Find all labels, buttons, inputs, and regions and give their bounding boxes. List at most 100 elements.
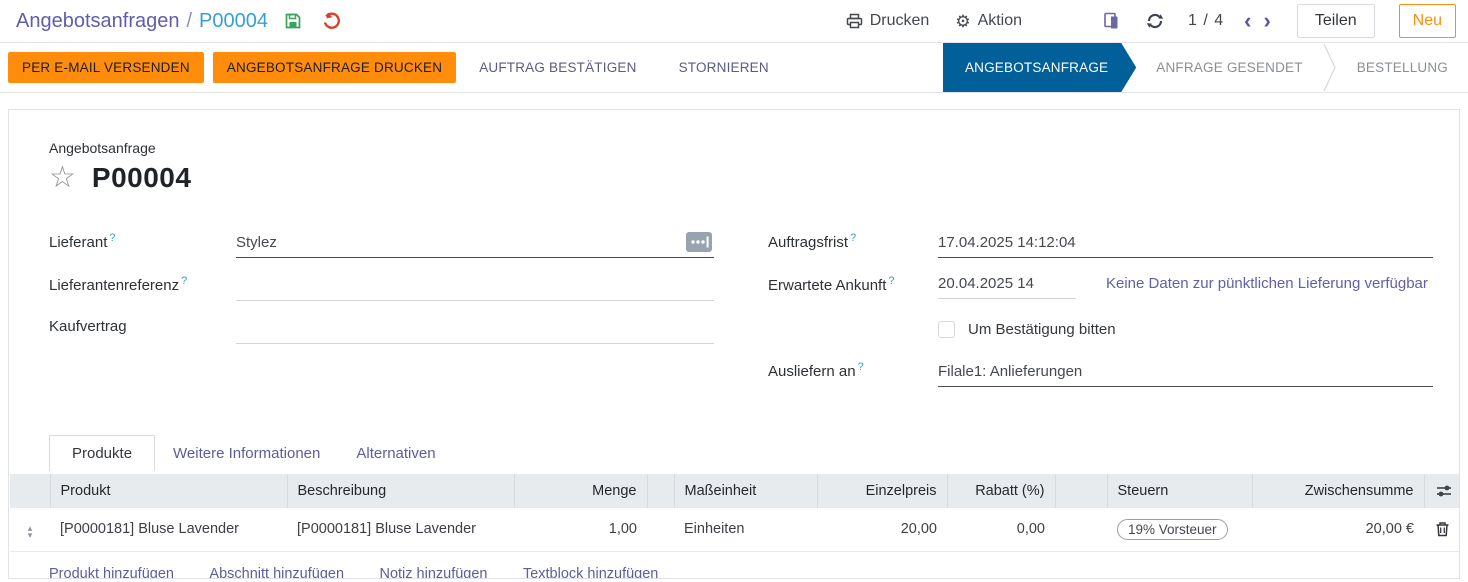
cell-beschreibung[interactable]: [P0000181] Bluse Lavender [287,508,514,552]
print-rfq-button[interactable]: ANGEBOTSANFRAGE DRUCKEN [212,52,457,83]
save-icon[interactable] [282,10,304,32]
tab-weitere-informationen[interactable]: Weitere Informationen [173,445,321,462]
produkt-column-header[interactable]: Produkt [49,474,287,508]
state-angebotsanfrage[interactable]: ANGEBOTSANFRAGE [943,43,1136,92]
cell-steuern[interactable]: 19% Vorsteuer [1107,508,1252,552]
breadcrumb-parent-link[interactable]: Angebotsanfragen [16,9,180,32]
erwartete-ankunft-label: Erwartete Ankunft [768,277,887,294]
undo-arrow-icon [323,12,340,29]
help-icon: ? [109,232,116,244]
lieferantenreferenz-input[interactable] [236,273,714,300]
add-product-link[interactable]: Produkt hinzufügen [49,565,174,579]
drag-up-icon: ▴ [27,523,33,534]
pager-next-button[interactable]: › [1258,10,1277,32]
help-icon: ? [888,275,895,287]
rabatt-column-header[interactable]: Rabatt (%) [946,474,1055,508]
cell-spacer [1055,508,1107,552]
field-grid: Lieferant? [49,228,1433,400]
add-section-link[interactable]: Abschnitt hinzufügen [209,565,345,579]
field-lieferantenreferenz: Lieferantenreferenz? [49,271,714,301]
lieferantenreferenz-label: Lieferantenreferenz [49,277,180,294]
spacer-column-header [646,474,674,508]
status-pipeline: ANGEBOTSANFRAGE ANFRAGE GESENDET BESTELL… [943,43,1468,92]
refresh-arrows-icon [1146,13,1164,29]
add-note-link[interactable]: Notiz hinzufügen [379,565,488,579]
beschreibung-column-header[interactable]: Beschreibung [286,474,514,508]
print-button[interactable]: Drucken [846,12,930,30]
floppy-disk-icon [285,13,301,29]
favorite-star-icon[interactable]: ☆ [49,161,76,194]
state-anfrage-gesendet[interactable]: ANFRAGE GESENDET [1156,60,1303,75]
refresh-icon[interactable] [1144,11,1166,31]
field-kaufvertrag: Kaufvertrag [49,314,714,344]
ausliefern-an-input[interactable] [938,359,1433,386]
menge-column-header[interactable]: Menge [513,474,647,508]
lieferant-label: Lieferant [49,234,108,251]
pager: 1 / 4 [1188,12,1225,29]
erwartete-ankunft-input[interactable] [938,271,1076,298]
cell-masseinheit[interactable]: Einheiten [674,508,817,552]
top-control-panel: Angebotsanfragen / P00004 Drucken ⚙ Akti… [0,0,1468,43]
field-auftragsfrist: Auftragsfrist? [768,228,1433,258]
delivery-data-note-link[interactable]: Keine Daten zur pünktlichen Lieferung ve… [1106,275,1428,292]
cell-einzelpreis[interactable]: 20,00 [817,508,947,552]
confirm-order-button[interactable]: AUFTRAG BESTÄTIGEN [465,52,650,83]
tab-alternativen[interactable]: Alternativen [356,445,436,462]
discard-icon[interactable] [320,10,343,32]
field-erwartete-ankunft: Erwartete Ankunft? Keine Daten zur pünkt… [768,271,1433,301]
field-lieferant: Lieferant? [49,228,714,258]
einzelpreis-column-header[interactable]: Einzelpreis [816,474,947,508]
state-separator-icon [1323,43,1337,92]
row-drag-handle[interactable]: ▴ ▾ [10,508,50,552]
order-line-row[interactable]: ▴ ▾ [P0000181] Bluse Lavender [P0000181]… [10,508,1459,552]
print-label: Drucken [869,12,930,29]
auftragsfrist-label: Auftragsfrist [768,234,849,251]
kaufvertrag-input[interactable] [236,316,714,343]
bestaetigung-checkbox[interactable] [938,320,955,338]
share-button[interactable]: Teilen [1296,4,1375,38]
cell-produkt[interactable]: [P0000181] Bluse Lavender [50,508,287,552]
ausliefern-an-label: Ausliefern an [768,363,856,380]
lieferant-input[interactable] [236,230,678,257]
attach-document-icon[interactable] [1100,10,1122,33]
help-icon: ? [850,232,857,244]
field-ausliefern-an: Ausliefern an? [768,357,1433,387]
spacer-column-header [1054,474,1107,508]
status-bar: PER E-MAIL VERSENDEN ANGEBOTSANFRAGE DRU… [0,43,1468,93]
bestaetigung-label: Um Bestätigung bitten [968,320,1116,338]
optional-columns-button[interactable] [1423,474,1459,508]
cell-menge[interactable]: 1,00 [514,508,647,552]
auftragsfrist-input[interactable] [938,230,1433,257]
gear-icon: ⚙ [955,11,971,31]
tax-badge[interactable]: 19% Vorsteuer [1117,518,1228,540]
help-icon: ? [857,361,864,373]
masseinheit-column-header[interactable]: Maßeinheit [673,474,817,508]
printer-icon [846,13,862,29]
send-by-email-button[interactable]: PER E-MAIL VERSENDEN [8,52,204,83]
cancel-button[interactable]: STORNIEREN [665,52,783,83]
add-textblock-link[interactable]: Textblock hinzufügen [522,565,659,579]
pager-previous-button[interactable]: ‹ [1238,10,1257,32]
zwischensumme-column-header[interactable]: Zwischensumme [1251,474,1424,508]
table-header-row: Produkt Beschreibung Menge Maßeinheit Ei… [10,474,1459,508]
action-button[interactable]: ⚙ Aktion [955,12,1022,30]
drag-down-icon: ▾ [27,530,33,541]
cell-zwischensumme: 20,00 € [1252,508,1424,552]
document-type-label: Angebotsanfrage [49,140,156,156]
tab-produkte[interactable]: Produkte [49,435,156,471]
cell-rabatt[interactable]: 0,00 [947,508,1055,552]
handle-column-header [10,474,50,508]
breadcrumb-current: P00004 [199,9,268,32]
kaufvertrag-label: Kaufvertrag [49,318,127,335]
steuern-column-header[interactable]: Steuern [1106,474,1252,508]
delete-row-button[interactable] [1424,508,1459,552]
form-sheet: Angebotsanfrage ☆ P00004 Lieferant? [8,109,1460,579]
line-add-links: Produkt hinzufügen Abschnitt hinzufügen … [9,552,1459,579]
cell-spacer [647,508,674,552]
help-icon: ? [181,275,188,287]
new-button[interactable]: Neu [1398,4,1456,38]
internal-link-button[interactable] [686,232,712,252]
topbar-actions: Drucken ⚙ Aktion 1 / 4 ‹ › Teilen Neu [846,4,1456,38]
trash-icon [1436,522,1448,537]
state-bestellung[interactable]: BESTELLUNG [1356,60,1448,75]
